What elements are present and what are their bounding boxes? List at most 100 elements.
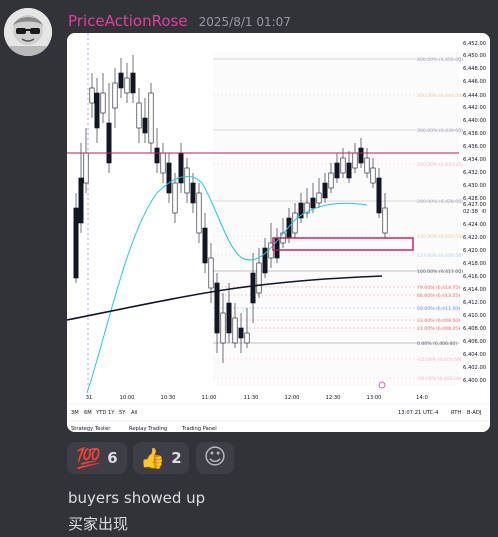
range-button: 6M	[84, 410, 92, 416]
candle-body	[124, 77, 130, 94]
candle-body	[130, 72, 136, 94]
bottom-tab: Strategy Tester	[71, 426, 111, 432]
username[interactable]: PriceActionRose	[68, 12, 188, 30]
candle-body	[78, 177, 84, 224]
candle-body	[148, 92, 154, 144]
x-axis-tick-label: 14:0	[416, 395, 428, 401]
candle-body	[376, 177, 382, 214]
timestamp[interactable]: 2025/8/1 01:07	[198, 15, 291, 29]
message-line-2: 买家出现	[68, 515, 129, 533]
candle-body	[310, 197, 316, 209]
candle-body	[208, 257, 214, 289]
candle-body	[83, 152, 89, 184]
y-axis-tick-label: 6,414.00	[463, 287, 486, 293]
y-axis-tick-label: 6,430.00	[463, 183, 486, 189]
range-button: YTD	[95, 410, 106, 416]
y-axis-tick-label: 6,410.00	[463, 313, 486, 319]
x-axis-tick-label: 11:30	[244, 395, 259, 401]
candle-body	[166, 162, 172, 194]
fib-level-label: 250.00% (6,433.25)	[417, 162, 463, 168]
x-axis-tick-label: 13:00	[367, 395, 382, 401]
candle-body	[364, 157, 370, 174]
candle-body	[142, 117, 148, 134]
y-axis-tick-label: 6,446.00	[463, 79, 486, 85]
candle-body	[250, 272, 256, 304]
y-axis-tick-label: 6,442.00	[463, 105, 486, 111]
y-axis-tick-label: 6,434.00	[463, 157, 486, 163]
fib-level-label: 79.00% (6,414.75)	[417, 285, 460, 291]
price-tag-box	[460, 207, 482, 214]
range-button: 1Y	[108, 410, 115, 416]
candle-body	[358, 147, 364, 164]
range-button: 5Y	[119, 410, 126, 416]
candle-body	[202, 227, 208, 264]
y-axis-tick-label: 6,440.00	[463, 118, 486, 124]
badj-button: B-ADJ	[467, 410, 482, 416]
x-axis-tick-label: 31	[86, 395, 93, 401]
ema-line	[86, 175, 368, 394]
y-axis-tick-label: 6,400.00	[463, 378, 486, 384]
candle-body	[304, 202, 310, 214]
x-axis-tick-label: 11:00	[202, 395, 217, 401]
y-axis-tick-label: 6,412.00	[463, 300, 486, 306]
candle-body	[172, 182, 178, 214]
candle-body	[238, 327, 244, 339]
reaction-100[interactable]: 💯 6	[67, 442, 127, 474]
fib-level-label: 300.00% (6,439.00)	[417, 128, 463, 134]
y-axis-tick-label: 6,424.00	[463, 222, 486, 228]
y-axis-tick-label: 6,418.00	[463, 261, 486, 267]
candle-body	[184, 167, 190, 194]
candle-body	[94, 92, 100, 129]
candle-body	[316, 192, 322, 204]
x-axis-tick-label: 12:00	[285, 395, 300, 401]
candle-body	[226, 302, 232, 334]
candle-body	[190, 182, 196, 204]
candle-body	[292, 212, 298, 234]
price-tag: 02:38	[463, 209, 478, 215]
candle-body	[196, 192, 202, 234]
fib-level-label: -50.00% (6,400.00)	[417, 376, 462, 382]
candle-body	[214, 282, 220, 334]
message-header: PriceActionRose 2025/8/1 01:07	[68, 11, 291, 30]
sma-line	[67, 275, 383, 321]
y-axis-tick-label: 6,408.00	[463, 326, 486, 332]
user-avatar[interactable]	[4, 8, 52, 56]
fib-level-label: 127.00% (6,419.50)	[417, 253, 463, 259]
candle-body	[73, 207, 79, 279]
y-axis-tick-label: 6,436.00	[463, 144, 486, 150]
reaction-count: 2	[171, 449, 182, 467]
candle-body	[178, 152, 184, 184]
image-attachment[interactable]: 400.00% (6,450.00) 350.00% (6,444.50) 300.…	[67, 33, 490, 432]
fib-level-label: 33.00% (6,409.50)	[417, 318, 460, 324]
y-axis-tick-label: 6,404.00	[463, 352, 486, 358]
candle-body	[298, 202, 304, 219]
y-axis-tick-label: 6,450.00	[463, 53, 486, 59]
fib-level-label: -22.00% (6,403.50)	[417, 357, 462, 363]
y-axis-tick-label: 6,416.00	[463, 274, 486, 280]
candle-body	[328, 172, 334, 189]
fib-zone	[213, 52, 459, 385]
y-axis-tick-label: 6,438.00	[463, 131, 486, 137]
add-reaction-button[interactable]: ☺	[196, 442, 234, 474]
range-button: All	[131, 410, 137, 416]
y-axis-tick-label: 6,452.00	[463, 41, 486, 47]
candle-body	[160, 152, 166, 174]
y-axis-tick-label: 6,432.00	[463, 170, 486, 176]
fib-level-label: 150.00% (6,422.50)	[417, 234, 463, 240]
reaction-thumbs-up[interactable]: 👍 2	[133, 442, 189, 474]
rth-button: RTH	[451, 410, 461, 416]
candle-body	[89, 87, 95, 104]
candle-body	[322, 182, 328, 199]
fib-level-label: 21.00% (6,408.25)	[417, 326, 460, 332]
x-axis-tick-label: 10:30	[161, 395, 176, 401]
candle-body	[370, 167, 376, 184]
y-axis-tick-label: 6,427.00	[463, 202, 486, 208]
x-axis-tick-label: 10:00	[120, 395, 135, 401]
candle-body	[106, 122, 112, 164]
bottom-tab: Replay Trading	[129, 426, 167, 432]
range-button: 3M	[71, 410, 79, 416]
y-axis-tick-label: 6,402.00	[463, 365, 486, 371]
candle-body	[334, 162, 340, 179]
x-axis-tick-label: 12:30	[326, 395, 341, 401]
candle-body	[220, 312, 226, 344]
